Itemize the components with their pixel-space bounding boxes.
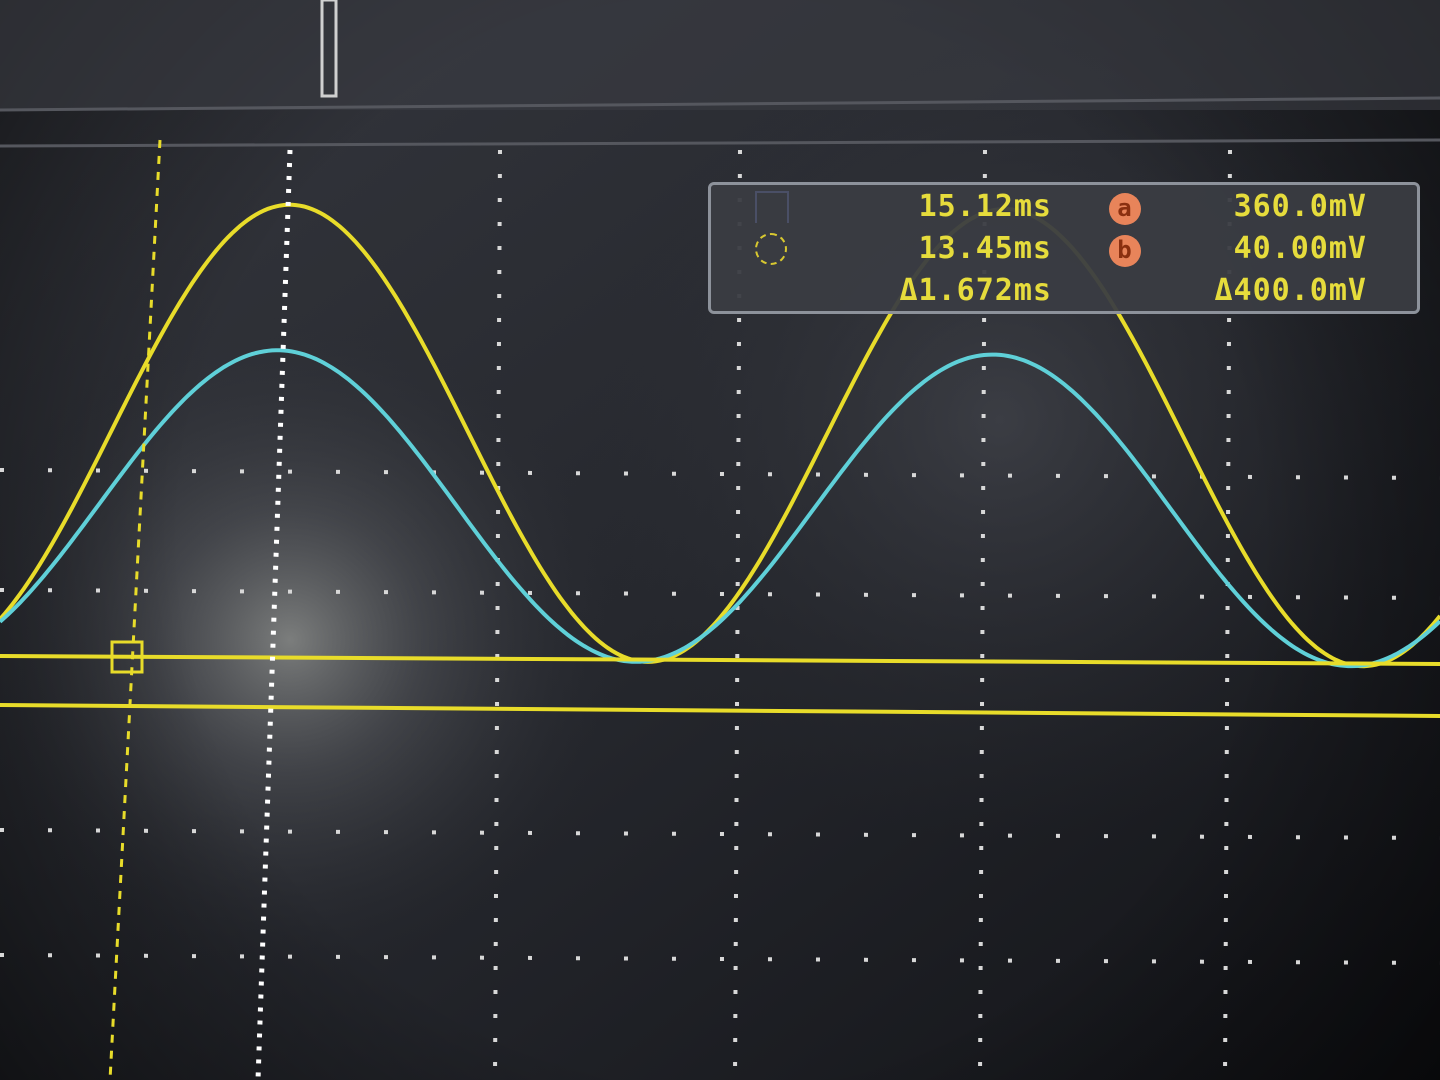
- graticule-top: [0, 138, 1440, 148]
- bezel-edge: [0, 96, 1440, 112]
- cursor-b-voltage: 40.00mV: [1233, 231, 1367, 266]
- readout-row-b: 13.45ms b 40.00mV: [711, 231, 1417, 271]
- grid-horizontal-2: [0, 828, 1440, 840]
- grid-horizontal-0: [0, 468, 1440, 480]
- cursor-a-time: 15.12ms: [918, 189, 1052, 224]
- cursor-readout-panel: 15.12ms a 360.0mV 13.45ms b 40.00mV Δ1.6…: [708, 182, 1420, 314]
- time-cursor-b[interactable]: [108, 139, 162, 1080]
- grid-horizontal-3: [0, 953, 1440, 965]
- cursor-b-time: 13.45ms: [918, 231, 1052, 266]
- cursor-marker[interactable]: [110, 640, 144, 674]
- readout-row-a: 15.12ms a 360.0mV: [711, 189, 1417, 229]
- delta-time: Δ1.672ms: [899, 273, 1052, 308]
- readout-row-delta: Δ1.672ms Δ400.0mV: [711, 273, 1417, 313]
- channel-ground-line: [0, 703, 1440, 718]
- delta-voltage: Δ400.0mV: [1214, 273, 1367, 308]
- top-bezel: [0, 0, 1440, 110]
- trigger-level-line[interactable]: [0, 654, 1440, 666]
- waveform-channel-2: [0, 348, 1440, 669]
- cursor-b-badge: b: [1109, 235, 1141, 267]
- square-cursor-icon: [755, 191, 789, 223]
- cursor-a-badge: a: [1109, 193, 1141, 225]
- cursor-a-voltage: 360.0mV: [1233, 189, 1367, 224]
- waveform-channel-1: [0, 202, 1440, 669]
- grid-horizontal-1: [0, 588, 1440, 600]
- waveforms: [0, 202, 1440, 669]
- graticule-grid: [0, 149, 1440, 1080]
- circle-cursor-icon: [755, 233, 787, 265]
- trigger-position-marker: [320, 0, 338, 98]
